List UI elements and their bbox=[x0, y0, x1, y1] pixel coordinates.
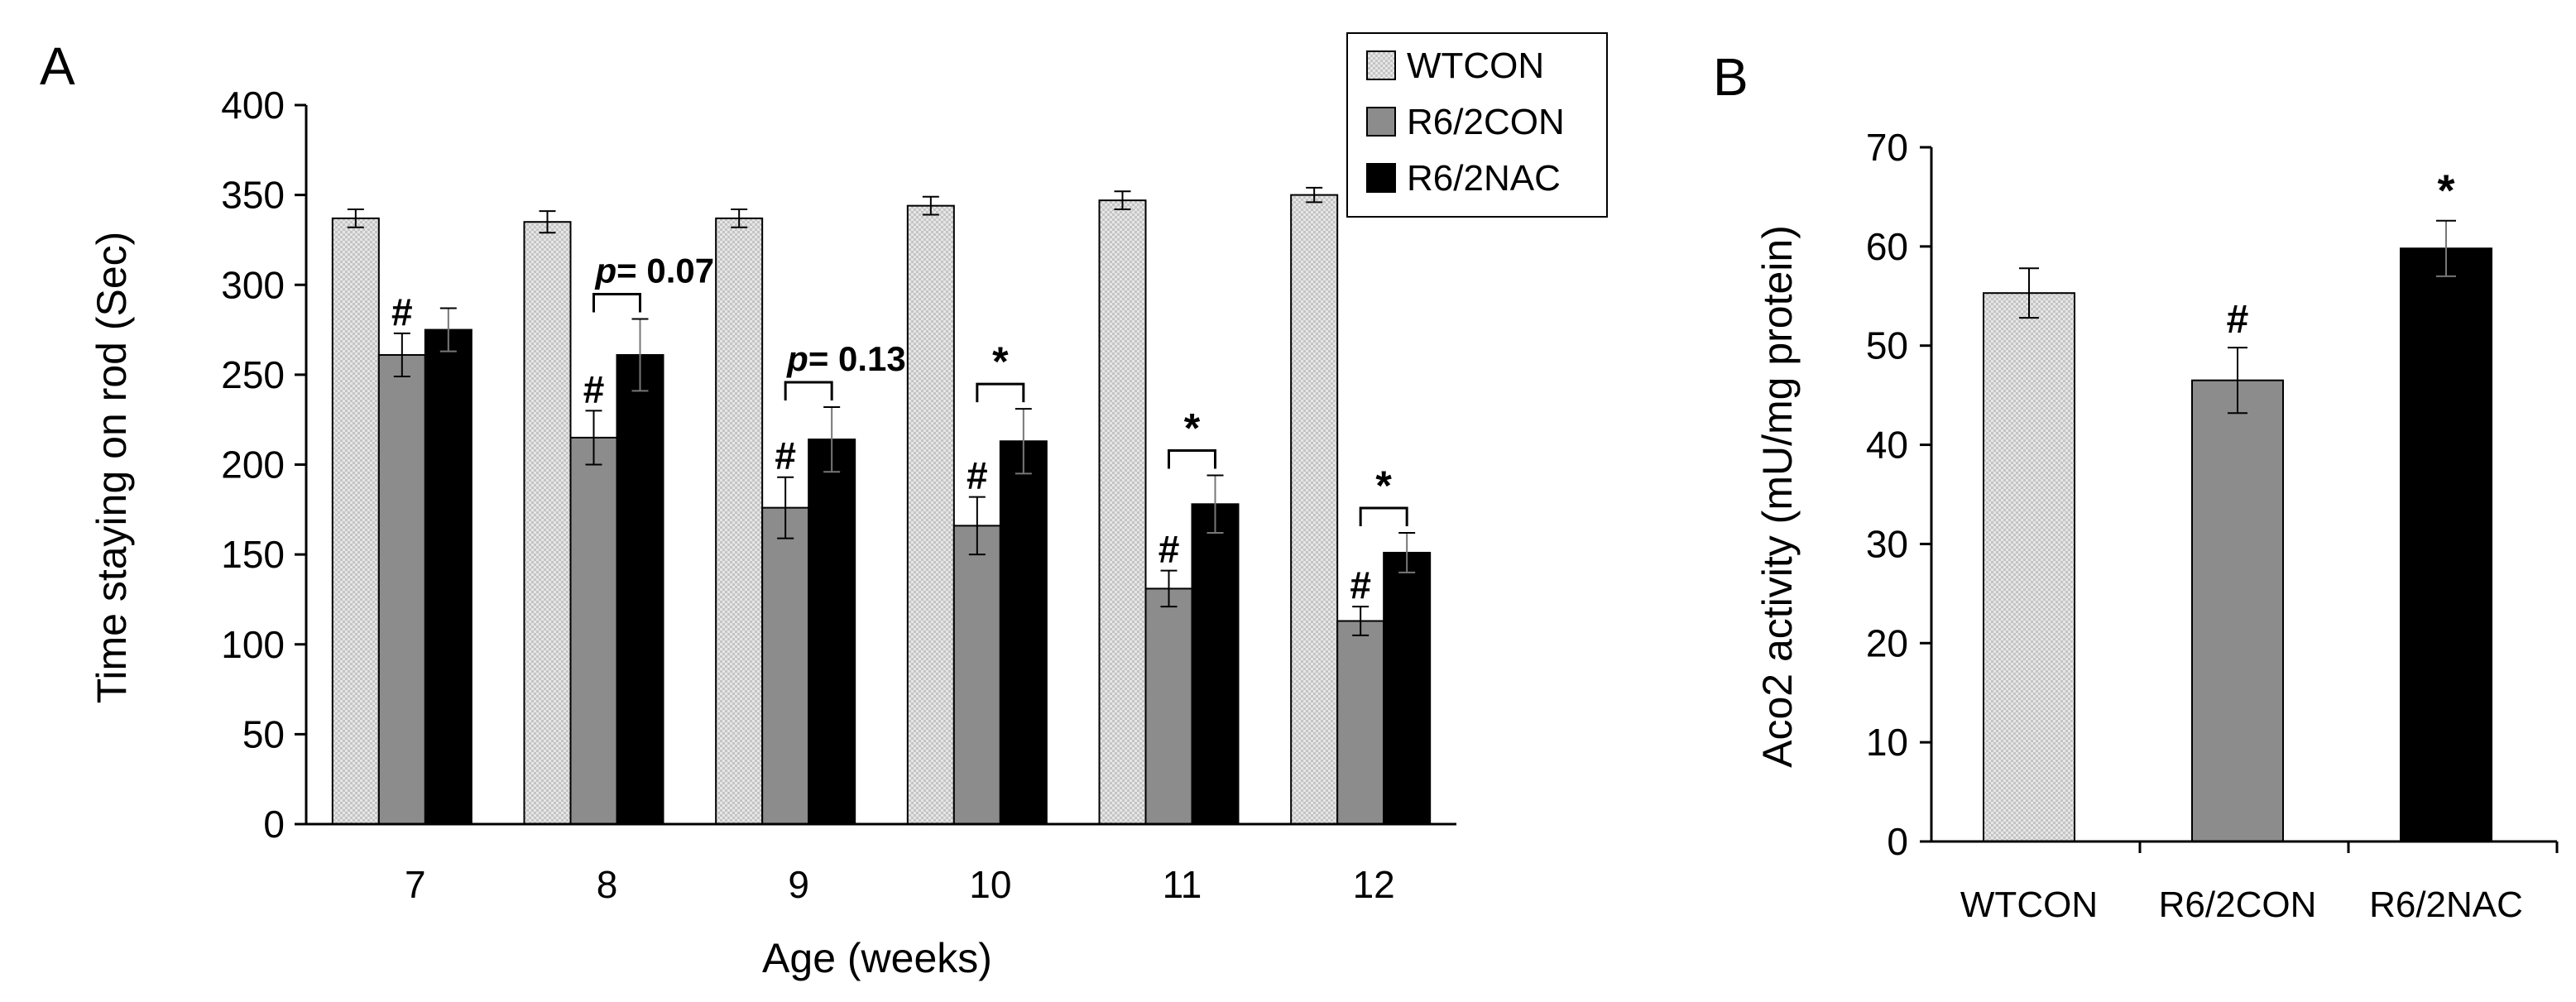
legend-label: WTCON bbox=[1407, 46, 1544, 86]
panel-b-bar bbox=[2400, 247, 2492, 842]
panel-a-significance-mark: # bbox=[391, 290, 413, 333]
panel-a-significance-mark: # bbox=[1158, 528, 1180, 571]
panel-b-x-tick-labels: WTCON R6/2CON R6/2NAC bbox=[1960, 841, 2559, 925]
panel-b-y-ticks: 0 10 20 30 40 50 60 70 bbox=[1866, 126, 1931, 863]
panel-a-y-tick-label: 150 bbox=[221, 533, 285, 576]
panel-a: A Time staying on rod (Sec) Age (weeks) … bbox=[40, 32, 1608, 981]
panel-b-significance-mark: * bbox=[2437, 166, 2454, 216]
panel-a-y-axis-label: Time staying on rod (Sec) bbox=[89, 232, 135, 704]
panel-a-bar bbox=[808, 439, 856, 826]
panel-b-y-tick-label: 30 bbox=[1866, 522, 1908, 565]
panel-a-legend: WTCON R6/2CON R6/2NAC bbox=[1346, 32, 1608, 218]
panel-b: B Aco2 activity (mU/mg protein) 0 10 20 30 4… bbox=[1713, 47, 2559, 925]
panel-b-y-tick-label: 10 bbox=[1866, 721, 1908, 764]
panel-a-bar bbox=[952, 525, 1001, 825]
panel-b-significance-mark: # bbox=[2227, 298, 2249, 342]
legend-swatch bbox=[1366, 163, 1396, 193]
panel-a-p-value: p= 0.07 bbox=[595, 252, 715, 290]
panel-a-bar bbox=[1383, 551, 1432, 825]
panel-a-bar bbox=[616, 353, 664, 826]
panel-a-y-tick-label: 100 bbox=[221, 623, 285, 666]
panel-a-p-value: p= 0.13 bbox=[786, 339, 906, 378]
panel-a-x-tick-labels: 7 8 9 10 11 12 bbox=[405, 863, 1395, 906]
panel-a-y-tick-label: 400 bbox=[221, 84, 285, 127]
legend-label: R6/2NAC bbox=[1407, 158, 1561, 199]
panel-a-y-ticks: 0 50 100 150 200 250 300 350 400 bbox=[221, 84, 306, 846]
panel-b-annotations: #* bbox=[2227, 166, 2455, 342]
panel-a-significance-star: * bbox=[992, 338, 1009, 385]
panel-a-y-tick-label: 300 bbox=[221, 263, 285, 306]
panel-b-error-bars bbox=[2019, 219, 2456, 415]
panel-b-y-tick-label: 70 bbox=[1866, 126, 1908, 169]
panel-a-bar bbox=[377, 353, 426, 826]
panel-a-significance-mark: # bbox=[775, 434, 796, 477]
panel-a-y-tick-label: 250 bbox=[221, 353, 285, 396]
panel-b-bar bbox=[2191, 379, 2284, 842]
panel-a-significance-mark: # bbox=[1350, 563, 1371, 606]
legend-label: R6/2CON bbox=[1407, 102, 1565, 142]
panel-a-label: A bbox=[40, 36, 75, 96]
panel-a-bar bbox=[999, 440, 1048, 825]
panel-a-bracket bbox=[1168, 449, 1216, 469]
panel-a-bar bbox=[331, 217, 380, 825]
panel-a-significance-mark: # bbox=[583, 367, 605, 410]
panel-a-bar bbox=[569, 436, 618, 825]
panel-a-bar bbox=[761, 506, 810, 825]
panel-a-x-axis-label: Age (weeks) bbox=[762, 935, 992, 981]
panel-a-bar bbox=[1144, 587, 1193, 826]
panel-a-x-tick-label: 7 bbox=[405, 863, 426, 906]
panel-a-bracket bbox=[784, 381, 833, 400]
legend-swatch bbox=[1366, 107, 1396, 137]
panel-b-bar bbox=[1983, 292, 2075, 842]
panel-b-label: B bbox=[1713, 47, 1749, 107]
panel-b-x-tick-label: WTCON bbox=[1960, 885, 2098, 925]
panel-b-y-tick-label: 20 bbox=[1866, 621, 1908, 664]
panel-a-y-tick-label: 200 bbox=[221, 443, 285, 487]
panel-b-x-tick-label: R6/2CON bbox=[2159, 885, 2317, 925]
panel-a-y-tick-label: 50 bbox=[242, 712, 285, 755]
panel-b-y-tick-label: 50 bbox=[1866, 324, 1908, 367]
legend-swatch bbox=[1366, 50, 1396, 80]
panel-b-y-tick-label: 0 bbox=[1887, 820, 1908, 863]
panel-a-bar bbox=[1191, 503, 1240, 825]
panel-a-bar bbox=[1098, 199, 1147, 825]
panel-a-x-tick-label: 11 bbox=[1163, 863, 1202, 906]
panel-a-annotations: # # # # # # p= 0.07 p= 0.13 * * * bbox=[391, 252, 1408, 606]
panel-a-bar bbox=[523, 221, 572, 825]
panel-b-y-tick-label: 40 bbox=[1866, 424, 1908, 467]
panel-a-bar bbox=[906, 204, 955, 826]
panel-a-significance-star: * bbox=[1375, 463, 1392, 509]
panel-b-y-axis-label: Aco2 activity (mU/mg protein) bbox=[1754, 225, 1801, 768]
panel-a-x-tick-label: 10 bbox=[969, 863, 1011, 906]
panel-b-y-tick-label: 60 bbox=[1866, 225, 1908, 268]
panel-a-significance-star: * bbox=[1184, 405, 1201, 452]
panel-a-x-tick-label: 8 bbox=[597, 863, 618, 906]
panel-a-bracket bbox=[1359, 506, 1408, 527]
panel-a-bracket bbox=[976, 382, 1025, 403]
panel-b-bars bbox=[1983, 247, 2492, 842]
panel-a-y-tick-label: 0 bbox=[263, 803, 285, 846]
panel-a-x-tick-label: 12 bbox=[1353, 863, 1395, 906]
panel-a-error-bars bbox=[347, 186, 1416, 636]
panel-a-bar bbox=[1290, 194, 1339, 825]
panel-a-bar bbox=[424, 328, 473, 825]
panel-a-bars bbox=[331, 194, 1432, 826]
panel-a-bracket bbox=[592, 293, 641, 313]
panel-a-bar bbox=[1336, 620, 1385, 825]
panel-b-x-tick-label: R6/2NAC bbox=[2369, 885, 2523, 925]
panel-a-significance-mark: # bbox=[967, 454, 988, 497]
panel-a-x-tick-label: 9 bbox=[788, 863, 809, 906]
panel-a-y-tick-label: 350 bbox=[221, 174, 285, 217]
panel-a-bar bbox=[715, 217, 764, 825]
